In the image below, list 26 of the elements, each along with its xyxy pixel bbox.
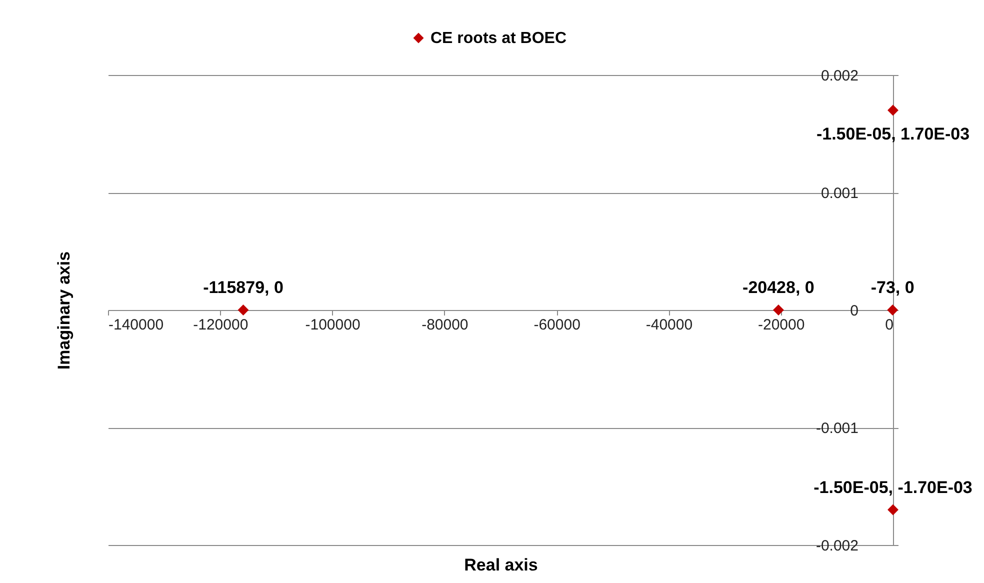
data-label: -1.50E-05, -1.70E-03: [814, 478, 972, 497]
data-label: -1.50E-05, 1.70E-03: [816, 124, 970, 144]
y-tick-label: 0.002: [820, 68, 858, 84]
y-tick-label: -0.001: [816, 420, 858, 437]
x-tick-label: -140000: [108, 316, 164, 334]
y-tick-label: 0.001: [820, 185, 858, 202]
data-label: -20428, 0: [742, 278, 814, 297]
point: [887, 304, 898, 316]
y-tick-label: -0.002: [816, 538, 858, 554]
point: [888, 504, 898, 516]
x-tick-label: -80000: [422, 316, 468, 334]
legend-label: CE roots at BOEC: [430, 30, 567, 47]
data-label: -115879, 0: [203, 278, 284, 297]
x-tick-label: -60000: [534, 316, 580, 334]
x-tick-label: 0: [885, 316, 894, 334]
x-axis-title: Real axis: [464, 556, 538, 574]
x-tick-label: -100000: [305, 316, 360, 334]
point: [238, 304, 249, 316]
x-tick-label: -40000: [646, 316, 693, 334]
point: [888, 104, 898, 116]
y-axis-title: Imaginary axis: [54, 251, 74, 370]
point: [772, 304, 784, 316]
x-tick-label: -120000: [193, 316, 248, 334]
x-tick-label: -20000: [758, 316, 805, 334]
data-label: -73, 0: [870, 278, 914, 297]
y-tick-label: 0: [850, 302, 858, 320]
